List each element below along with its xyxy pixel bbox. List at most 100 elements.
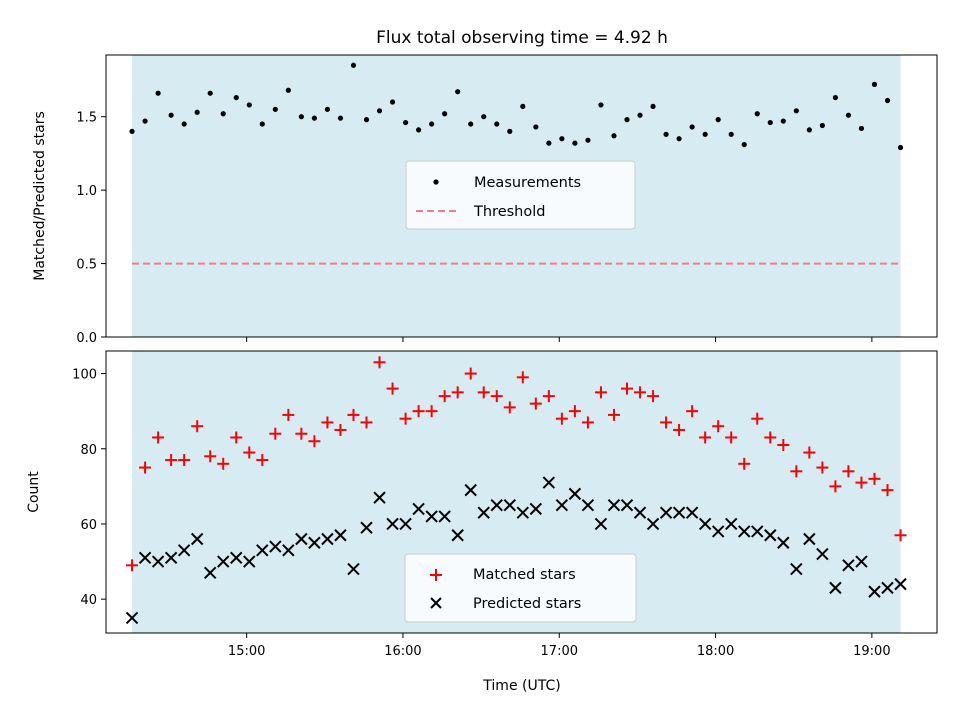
measurement-point (246, 102, 252, 108)
matched-star-point (126, 559, 139, 572)
matched-star-point (764, 431, 777, 444)
predicted-star-point (881, 581, 894, 595)
measurement-point (142, 118, 148, 124)
predicted-star-point (777, 536, 790, 549)
measurement-point (793, 108, 799, 114)
matched-star-point (256, 454, 269, 467)
predicted-star-point (868, 585, 881, 598)
measurement-point (715, 117, 721, 123)
measurement-point (533, 124, 539, 130)
predicted-star-point (321, 532, 334, 546)
measurement-point (572, 140, 578, 146)
measurements-series (129, 62, 904, 151)
measurement-point (416, 127, 422, 133)
matched-stars-series (126, 356, 907, 572)
legend-predicted-label: Predicted stars (473, 596, 581, 612)
matched-star-point (868, 472, 881, 485)
measurement-point (168, 112, 174, 118)
predicted-star-point (555, 498, 569, 512)
predicted-star-point (138, 551, 152, 565)
predicted-star-point (269, 540, 282, 553)
bottom-panel: 40 60 80 100 15:00 16:00 17:00 18:00 19:00 Count… (26, 350, 938, 694)
matched-star-point (269, 427, 282, 440)
x-axis-label: Time (UTC) (482, 678, 560, 694)
matched-star-point (829, 480, 842, 493)
matched-star-point (607, 408, 620, 421)
matched-star-point (438, 390, 451, 403)
measurement-point (324, 106, 331, 112)
matched-star-point (139, 461, 152, 474)
predicted-star-point (360, 521, 373, 534)
predicted-star-point (308, 536, 321, 549)
predicted-star-point (659, 506, 673, 519)
measurement-point (663, 131, 669, 137)
matched-star-point (152, 431, 165, 444)
matched-star-point (451, 386, 464, 399)
matched-star-point (581, 416, 594, 429)
measurement-point (402, 119, 409, 126)
bottom-ticks: 40 60 80 100 15:00 16:00 17:00 18:00 19:00 (72, 368, 890, 659)
measurement-point (389, 99, 396, 105)
predicted-star-point (738, 525, 751, 538)
predicted-star-point (724, 517, 738, 531)
predicted-star-point (672, 506, 686, 519)
measurement-point (871, 81, 878, 87)
matched-star-point (243, 446, 256, 459)
predicted-star-point (803, 532, 816, 546)
measurement-point (311, 115, 318, 121)
matched-star-point (282, 408, 295, 421)
matched-star-point (360, 416, 373, 429)
matched-star-point (217, 457, 230, 470)
predicted-star-point (711, 525, 725, 538)
matched-star-point (816, 461, 829, 474)
predicted-star-point (894, 577, 907, 591)
bottom-x-tick-label: 18:00 (697, 644, 734, 659)
predicted-star-point (217, 555, 230, 568)
predicted-star-point (203, 566, 217, 580)
bottom-legend: Matched stars Predicted stars (404, 553, 637, 623)
predicted-star-point (347, 562, 360, 576)
legend-predicted-marker (430, 597, 442, 609)
measurement-point (259, 121, 265, 127)
top-y-tick-label: 1.5 (76, 111, 97, 126)
matched-star-point (699, 431, 712, 444)
measurement-point (376, 108, 383, 114)
measurement-point (806, 127, 812, 133)
predicted-star-point (399, 517, 412, 531)
top-ticks: 0.0 0.5 1.0 1.5 (76, 111, 873, 346)
predicted-star-point (334, 529, 347, 542)
measurement-point (676, 136, 682, 142)
matched-star-point (178, 454, 191, 467)
measurement-point (741, 141, 747, 148)
predicted-star-point (230, 551, 243, 565)
matched-star-point (477, 386, 490, 399)
matched-star-point (503, 401, 516, 414)
predicted-star-point (438, 510, 451, 523)
bottom-x-tick-label: 19:00 (853, 644, 890, 659)
predicted-star-point (386, 517, 399, 531)
matched-star-point (647, 390, 660, 403)
matched-star-point (555, 412, 568, 425)
legend-matched-label: Matched stars (473, 567, 576, 583)
predicted-star-point (842, 559, 855, 572)
measurement-point (455, 89, 461, 95)
measurement-point (494, 121, 500, 127)
predicted-star-point (542, 476, 556, 489)
measurement-point (624, 117, 630, 123)
matched-star-point (373, 356, 386, 369)
measurement-point (858, 125, 865, 132)
predicted-star-point (243, 555, 256, 568)
chart-title: Flux total observing time = 4.92 h (376, 28, 668, 48)
predicted-star-point (125, 611, 139, 625)
measurement-point (767, 119, 773, 126)
predicted-star-point (829, 581, 842, 595)
measurement-point (520, 103, 526, 110)
measurement-point (363, 117, 370, 123)
predicted-star-point (790, 562, 803, 576)
predicted-star-point (490, 498, 503, 512)
measurement-point (598, 102, 604, 108)
top-y-tick-label: 0.5 (76, 258, 97, 273)
top-y-tick-label: 0.0 (76, 331, 97, 346)
measurement-point (207, 90, 213, 96)
